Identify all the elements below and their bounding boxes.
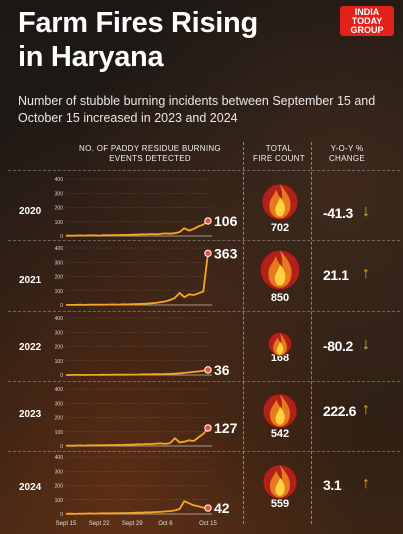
y-tick-label: 300 bbox=[55, 401, 64, 407]
logo-text-1: INDIA bbox=[354, 7, 380, 17]
endpoint-marker bbox=[204, 424, 212, 432]
y-tick-label: 200 bbox=[55, 275, 64, 281]
title-line-2: in Haryana bbox=[18, 41, 164, 73]
end-value-label: 36 bbox=[214, 362, 230, 378]
yoy-value: -80.2 bbox=[323, 338, 353, 354]
total-count: 702 bbox=[270, 222, 290, 234]
y-tick-label: 0 bbox=[60, 444, 63, 450]
x-tick-label: Sept 22 bbox=[89, 521, 110, 527]
column-divider bbox=[311, 142, 313, 524]
end-value-label: 42 bbox=[214, 500, 230, 516]
year-label: 2024 bbox=[19, 482, 42, 493]
column-divider bbox=[243, 142, 245, 524]
y-tick-label: 0 bbox=[60, 234, 63, 240]
y-tick-label: 400 bbox=[55, 455, 64, 461]
y-tick-label: 0 bbox=[60, 512, 63, 518]
series-line-2020 bbox=[65, 220, 209, 237]
y-tick-label: 0 bbox=[60, 373, 63, 379]
year-label: 2023 bbox=[19, 409, 42, 420]
x-tick-label: Oct 6 bbox=[158, 521, 173, 527]
flame-icon bbox=[275, 477, 285, 496]
endpoint-marker bbox=[204, 249, 212, 257]
chart-column-header: NO. OF PADDY RESIDUE BURNING EVENTS DETE… bbox=[52, 144, 248, 164]
y-tick-label: 300 bbox=[55, 191, 64, 197]
row-divider bbox=[8, 451, 400, 453]
series-line-2022 bbox=[66, 369, 209, 376]
y-tick-label: 400 bbox=[55, 246, 64, 252]
end-value-label: 127 bbox=[214, 420, 238, 436]
endpoint-marker bbox=[204, 217, 212, 225]
total-header-line-1: TOTAL bbox=[265, 144, 293, 153]
y-tick-label: 300 bbox=[55, 260, 64, 266]
y-tick-label: 100 bbox=[55, 359, 64, 365]
y-tick-label: 100 bbox=[55, 430, 64, 436]
y-tick-label: 200 bbox=[55, 484, 64, 490]
logo-text-3: GROUP bbox=[350, 25, 384, 35]
endpoint-marker bbox=[204, 366, 212, 374]
total-header-line-2: FIRE COUNT bbox=[253, 154, 305, 163]
y-tick-label: 200 bbox=[55, 416, 64, 422]
end-value-label: 363 bbox=[214, 245, 238, 261]
series-line-2021 bbox=[65, 253, 209, 306]
page-title: Farm Fires Rising in Haryana bbox=[18, 6, 258, 74]
total-column-header: TOTAL FIRE COUNT bbox=[248, 144, 310, 164]
row-divider bbox=[8, 381, 400, 383]
x-tick-label: Sept 15 bbox=[56, 521, 77, 527]
y-tick-label: 200 bbox=[55, 345, 64, 351]
series-line-2023 bbox=[65, 427, 209, 447]
yoy-value: 21.1 bbox=[323, 267, 349, 283]
total-count: 559 bbox=[270, 498, 290, 510]
yoy-value: 3.1 bbox=[323, 477, 342, 493]
flame-icon bbox=[275, 406, 285, 425]
flame-icon bbox=[276, 342, 284, 355]
arrow-up-icon: ↑ bbox=[362, 265, 370, 282]
flame-icon bbox=[275, 197, 285, 217]
year-label: 2022 bbox=[19, 342, 42, 353]
arrow-down-icon: ↓ bbox=[362, 336, 370, 353]
end-value-label: 106 bbox=[214, 213, 238, 229]
y-tick-label: 400 bbox=[55, 316, 64, 322]
yoy-value: -41.3 bbox=[323, 205, 353, 221]
y-tick-label: 100 bbox=[55, 498, 64, 504]
yoy-value: 222.6 bbox=[323, 403, 357, 419]
y-tick-label: 0 bbox=[60, 303, 63, 309]
year-label: 2021 bbox=[19, 275, 42, 286]
year-label: 2020 bbox=[19, 206, 42, 217]
endpoint-marker bbox=[204, 504, 212, 512]
series-line-2024 bbox=[65, 500, 209, 515]
total-count: 850 bbox=[270, 292, 290, 304]
y-tick-label: 200 bbox=[55, 206, 64, 212]
y-tick-label: 100 bbox=[55, 289, 64, 295]
yoy-column-header: Y-O-Y % CHANGE bbox=[316, 144, 378, 164]
row-divider bbox=[8, 170, 400, 172]
y-tick-label: 400 bbox=[55, 387, 64, 393]
arrow-up-icon: ↑ bbox=[362, 401, 370, 418]
logo-text-2: TODAY bbox=[351, 16, 383, 26]
row-divider bbox=[8, 311, 400, 313]
row-divider bbox=[8, 240, 400, 242]
x-tick-label: Oct 15 bbox=[199, 521, 217, 527]
y-tick-label: 400 bbox=[55, 177, 64, 183]
yoy-header-line-2: CHANGE bbox=[328, 154, 366, 163]
chart-header-line-2: EVENTS DETECTED bbox=[109, 154, 191, 163]
y-tick-label: 300 bbox=[55, 330, 64, 336]
chart-header-line-1: NO. OF PADDY RESIDUE BURNING bbox=[79, 144, 221, 153]
yoy-header-line-1: Y-O-Y % bbox=[330, 144, 364, 153]
x-tick-label: Sept 29 bbox=[122, 521, 143, 527]
title-line-1: Farm Fires Rising bbox=[18, 7, 258, 39]
flame-icon bbox=[274, 264, 286, 286]
total-count: 542 bbox=[270, 428, 290, 440]
y-tick-label: 300 bbox=[55, 469, 64, 475]
india-today-logo: INDIA TODAY GROUP bbox=[340, 6, 394, 36]
arrow-up-icon: ↑ bbox=[362, 475, 370, 492]
y-tick-label: 100 bbox=[55, 220, 64, 226]
subtitle: Number of stubble burning incidents betw… bbox=[18, 94, 376, 125]
arrow-down-icon: ↓ bbox=[362, 203, 370, 220]
